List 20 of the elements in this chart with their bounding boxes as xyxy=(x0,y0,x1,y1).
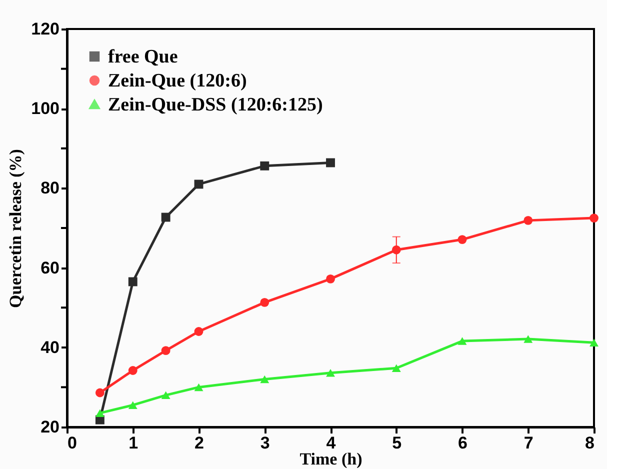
x-tick-label: 4 xyxy=(326,434,336,452)
x-tick-label: 1 xyxy=(128,434,138,452)
y-tick-label: 80 xyxy=(40,178,60,198)
x-axis-title: Time (h) xyxy=(300,450,362,468)
y-tick-label: 100 xyxy=(31,99,60,118)
x-tick-label: 7 xyxy=(524,434,534,452)
x-tick-label: 6 xyxy=(458,434,468,452)
x-tick-label: 8 xyxy=(585,434,594,452)
legend-label: Zein-Que-DSS (120:6:125) xyxy=(108,94,323,116)
x-tick-label: 5 xyxy=(392,434,402,452)
y-tick-label: 60 xyxy=(40,258,60,278)
y-axis-title: Quercetin release (%) xyxy=(6,149,26,308)
y-tick-label: 20 xyxy=(40,418,60,436)
y-tick-label: 120 xyxy=(31,20,60,38)
legend-label: Zein-Que (120:6) xyxy=(108,70,247,92)
y-tick-label: 40 xyxy=(40,338,60,357)
x-tick-label: 2 xyxy=(194,434,204,452)
x-tick-label: 0 xyxy=(68,434,77,452)
x-tick-label: 3 xyxy=(260,434,270,452)
legend-label: free Que xyxy=(108,46,178,68)
